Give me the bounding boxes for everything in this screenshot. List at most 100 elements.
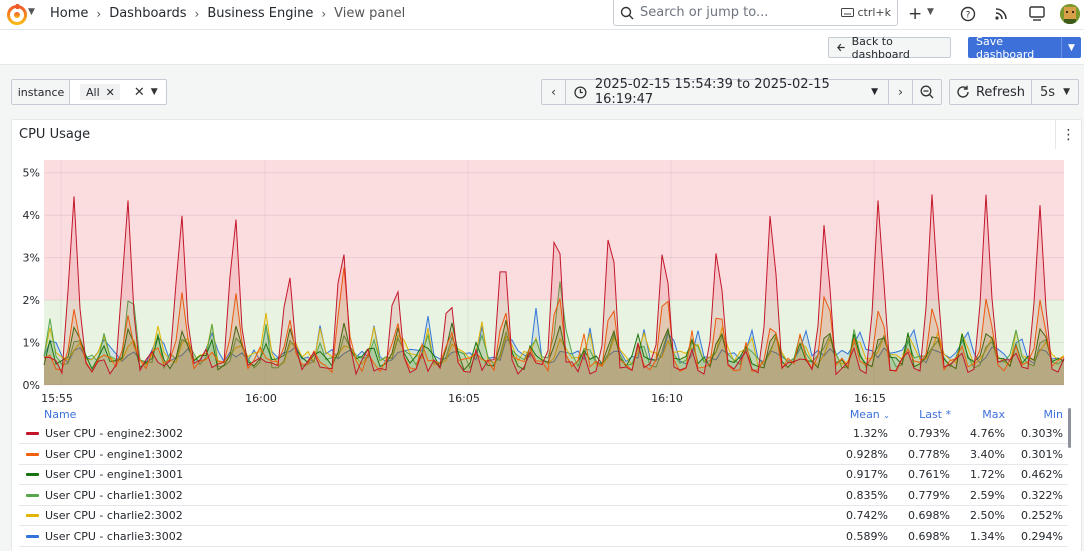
legend-row[interactable]: User CPU - charlie3:3002 0.589% 0.698% 1.34… [19, 527, 1068, 547]
series-max: 1.72% [970, 468, 1005, 481]
legend-header-mean-label: Mean [849, 408, 880, 421]
cpu-usage-panel: CPU Usage ⋮ 0% 1% 2% 3% 4% 5% 15:55 16:00 16:05 1… [11, 119, 1082, 551]
legend-row[interactable]: User CPU - engine2:3002 1.32% 0.793% 4.76% 0… [19, 424, 1068, 444]
zoom-out-icon [920, 85, 934, 99]
series-color-swatch[interactable] [26, 493, 39, 497]
x-tick-label: 15:55 [41, 392, 73, 405]
series-line[interactable] [43, 320, 1065, 371]
series-max: 2.50% [970, 509, 1005, 522]
refresh-button[interactable]: Refresh [949, 79, 1032, 105]
panel-menu-button[interactable]: ⋮ [1055, 120, 1081, 149]
series-name: User CPU - charlie1:3002 [45, 488, 183, 502]
instance-variable-select[interactable]: All ✕ ✕ ▼ [69, 79, 167, 105]
breadcrumb-dashboards[interactable]: Dashboards [109, 6, 187, 21]
legend-row[interactable]: User CPU - engine1:3002 0.928% 0.778% 3.40%… [19, 445, 1068, 465]
series-last: 0.779% [908, 488, 950, 502]
series-min: 0.462% [1021, 468, 1063, 481]
chevron-down-icon[interactable]: ▼ [927, 7, 934, 17]
x-tick-label: 16:05 [448, 392, 480, 405]
series-color-swatch[interactable] [26, 452, 39, 456]
legend-header-last[interactable]: Last * [919, 408, 951, 421]
chevron-down-icon: ▼ [1063, 87, 1070, 97]
legend-header-max[interactable]: Max [982, 408, 1005, 421]
legend-header-mean[interactable]: Mean ⌄ [850, 408, 890, 421]
save-dashboard-button[interactable]: Save dashboard ▼ [968, 35, 1081, 61]
series-name: User CPU - engine1:3002 [45, 447, 184, 461]
y-tick-label: 1% [23, 337, 40, 350]
chevron-down-icon[interactable]: ▼ [150, 87, 158, 97]
series-line[interactable] [43, 194, 1065, 376]
refresh-interval-select[interactable]: 5s ▼ [1031, 79, 1079, 105]
legend-row[interactable]: User CPU - charlie2:3002 0.742% 0.698% 2.50… [19, 506, 1068, 526]
arrow-left-icon [837, 43, 845, 52]
series-name: User CPU - engine1:3001 [45, 468, 184, 481]
time-range-back-button[interactable]: ‹ [541, 79, 566, 105]
series-max: 3.40% [970, 447, 1005, 461]
time-range-picker[interactable]: 2025-02-15 15:54:39 to 2025-02-15 16:19:… [565, 77, 889, 107]
top-nav: ▼ Home › Dashboards › Business Engine › … [0, 0, 1084, 30]
series-color-swatch[interactable] [26, 534, 39, 538]
series-mean: 1.32% [853, 427, 888, 440]
y-tick-label: 0% [23, 379, 40, 392]
series-area [44, 194, 1064, 385]
remove-chip-icon[interactable]: ✕ [105, 85, 115, 99]
y-tick-label: 2% [23, 294, 40, 307]
series-color-swatch[interactable] [26, 432, 39, 435]
cpu-usage-chart[interactable]: 0% 1% 2% 3% 4% 5% 15:55 16:00 16:05 16:10 16:15 [12, 150, 1072, 406]
chevron-down-icon: ▼ [871, 87, 878, 97]
variable-label: instance [11, 79, 70, 105]
legend-row[interactable]: User CPU - engine1:3001 0.917% 0.761% 1.72%… [19, 465, 1068, 485]
series-mean: 0.835% [846, 488, 888, 502]
series-area [44, 308, 1064, 385]
time-range-forward-button[interactable]: › [888, 79, 913, 105]
legend-header-min[interactable]: Min [1043, 408, 1063, 421]
series-name: User CPU - charlie3:3002 [45, 529, 183, 543]
series-color-swatch[interactable] [26, 514, 39, 517]
series-max: 1.34% [970, 529, 1005, 543]
series-min: 0.252% [1021, 509, 1063, 522]
y-tick-label: 4% [23, 209, 40, 222]
breadcrumb-business-engine[interactable]: Business Engine [207, 6, 314, 21]
back-to-dashboard-label: Back to dashboard [851, 34, 910, 61]
chevron-right-icon: › [321, 6, 327, 21]
chevron-left-icon: ‹ [551, 85, 556, 99]
legend-header-name[interactable]: Name [44, 408, 77, 421]
series-name: User CPU - engine2:3002 [45, 427, 184, 440]
x-tick-label: 16:15 [854, 392, 886, 405]
tv-mode-icon[interactable] [1029, 6, 1045, 21]
series-color-swatch[interactable] [26, 473, 39, 476]
chevron-down-icon[interactable]: ▼ [28, 7, 35, 17]
avatar-image-icon [1060, 4, 1080, 24]
avatar[interactable] [1060, 4, 1080, 24]
series-line[interactable] [43, 281, 1065, 370]
clear-icon[interactable]: ✕ [133, 84, 145, 100]
rss-icon[interactable] [994, 6, 1009, 21]
zoom-out-button[interactable] [912, 79, 942, 105]
legend-scrollbar[interactable] [1068, 408, 1071, 448]
grafana-logo-icon[interactable] [6, 4, 28, 26]
refresh-icon [957, 85, 969, 98]
series-min: 0.322% [1021, 488, 1063, 502]
threshold-band [44, 160, 1064, 301]
series-area [44, 267, 1064, 385]
chevron-down-icon[interactable]: ▼ [1061, 37, 1081, 58]
x-tick-label: 16:10 [651, 392, 683, 405]
back-to-dashboard-button[interactable]: Back to dashboard [828, 34, 951, 61]
add-icon[interactable]: + [908, 4, 923, 24]
y-tick-label: 5% [23, 167, 40, 180]
search-placeholder: Search or jump to... [640, 5, 769, 20]
panel-title: CPU Usage [19, 127, 91, 142]
refresh-label: Refresh [975, 84, 1026, 100]
svg-text:?: ? [966, 11, 971, 21]
search-input[interactable]: Search or jump to... ctrl+k [613, 0, 898, 26]
breadcrumb-view-panel: View panel [334, 6, 406, 21]
breadcrumb-home[interactable]: Home [50, 6, 89, 21]
series-min: 0.294% [1021, 529, 1063, 543]
series-last: 0.698% [908, 529, 950, 543]
chevron-right-icon: › [194, 6, 200, 21]
series-last: 0.778% [908, 447, 950, 461]
series-mean: 0.928% [846, 447, 888, 461]
help-icon[interactable]: ? [960, 6, 976, 22]
search-shortcut: ctrl+k [841, 6, 891, 19]
legend-row[interactable]: User CPU - charlie1:3002 0.835% 0.779% 2.59… [19, 486, 1068, 506]
